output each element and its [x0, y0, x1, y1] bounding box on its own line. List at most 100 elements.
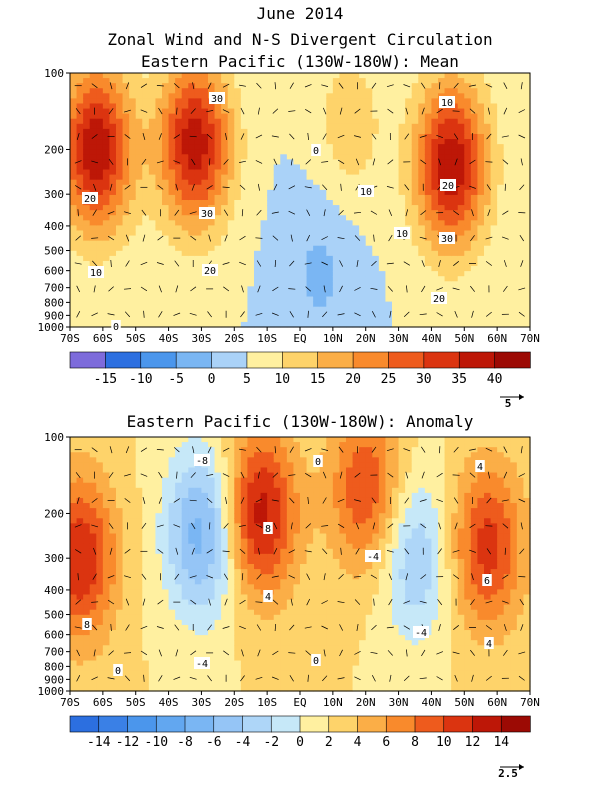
- field-cell: [477, 210, 485, 216]
- field-cell: [346, 184, 354, 191]
- field-cell: [168, 670, 176, 677]
- field-cell: [247, 179, 255, 186]
- field-cell: [254, 118, 262, 125]
- wind-vector: [141, 158, 147, 165]
- field-cell: [135, 149, 143, 155]
- field-cell: [523, 240, 531, 247]
- field-cell: [234, 139, 242, 145]
- field-cell: [175, 645, 183, 651]
- field-cell: [162, 685, 170, 692]
- field-cell: [181, 260, 189, 267]
- field-cell: [142, 665, 150, 672]
- field-cell: [300, 174, 308, 181]
- field-cell: [102, 184, 111, 191]
- field-cell: [76, 508, 84, 514]
- field-cell: [155, 118, 163, 125]
- field-cell: [332, 276, 341, 282]
- field-cell: [188, 78, 196, 84]
- field-cell: [129, 574, 137, 580]
- wind-vector: [158, 311, 163, 318]
- field-cell: [102, 296, 111, 303]
- field-cell: [76, 118, 84, 125]
- field-cell: [313, 316, 321, 323]
- field-cell: [142, 685, 150, 692]
- wind-vector: [520, 82, 523, 90]
- field-cell: [122, 311, 130, 318]
- field-cell: [286, 225, 295, 232]
- field-cell: [221, 321, 229, 328]
- field-cell: [464, 108, 472, 115]
- field-cell: [89, 301, 97, 308]
- field-cell: [89, 306, 97, 313]
- field-cell: [247, 215, 255, 221]
- colorbar-swatch: [105, 351, 142, 369]
- field-cell: [227, 133, 235, 140]
- field-cell: [332, 250, 341, 257]
- field-cell: [142, 276, 150, 282]
- field-cell: [208, 497, 216, 504]
- field-cell: [168, 660, 176, 667]
- field-cell: [280, 316, 288, 323]
- field-cell: [510, 139, 518, 145]
- wind-vector: [454, 158, 458, 166]
- field-cell: [470, 118, 479, 125]
- field-cell: [96, 184, 104, 191]
- field-cell: [168, 452, 176, 458]
- field-cell: [102, 316, 111, 323]
- field-cell: [378, 73, 387, 79]
- field-cell: [254, 240, 262, 247]
- field-cell: [148, 200, 157, 206]
- field-cell: [109, 220, 117, 226]
- field-cell: [89, 538, 97, 545]
- field-cell: [129, 518, 137, 524]
- field-cell: [162, 487, 170, 494]
- field-cell: [181, 311, 189, 318]
- field-cell: [208, 240, 216, 247]
- field-cell: [451, 255, 459, 262]
- field-cell: [523, 159, 531, 166]
- field-cell: [313, 88, 321, 94]
- field-cell: [234, 296, 242, 303]
- field-cell: [96, 78, 104, 84]
- field-cell: [300, 240, 308, 247]
- field-cell: [260, 139, 268, 145]
- field-cell: [208, 442, 216, 448]
- field-cell: [129, 93, 137, 99]
- field-cell: [201, 154, 209, 160]
- field-cell: [313, 286, 321, 293]
- field-cell: [175, 271, 183, 277]
- field-cell: [484, 88, 492, 94]
- wind-vector: [436, 312, 443, 317]
- field-cell: [352, 108, 360, 115]
- field-cell: [313, 210, 321, 216]
- field-cell: [470, 174, 479, 181]
- field-cell: [352, 184, 360, 191]
- field-cell: [168, 655, 176, 662]
- field-cell: [70, 685, 78, 692]
- field-cell: [155, 194, 163, 201]
- field-cell: [214, 447, 222, 453]
- field-cell: [385, 179, 393, 186]
- field-cell: [188, 604, 196, 611]
- field-cell: [148, 174, 157, 181]
- field-cell: [300, 225, 308, 232]
- field-cell: [122, 594, 130, 601]
- field-cell: [142, 650, 150, 657]
- field-cell: [319, 200, 327, 206]
- field-cell: [168, 225, 176, 232]
- field-cell: [227, 311, 235, 318]
- field-cell: [273, 144, 281, 150]
- field-cell: [273, 139, 281, 145]
- field-cell: [70, 271, 78, 277]
- field-cell: [319, 225, 327, 232]
- field-cell: [129, 492, 137, 499]
- field-cell: [346, 200, 354, 206]
- field-cell: [168, 230, 176, 237]
- wind-vector: [421, 82, 426, 89]
- field-cell: [477, 189, 485, 196]
- field-cell: [477, 311, 485, 318]
- field-cell: [484, 108, 492, 115]
- field-cell: [490, 321, 498, 328]
- field-cell: [135, 660, 143, 667]
- wind-vector: [189, 135, 197, 138]
